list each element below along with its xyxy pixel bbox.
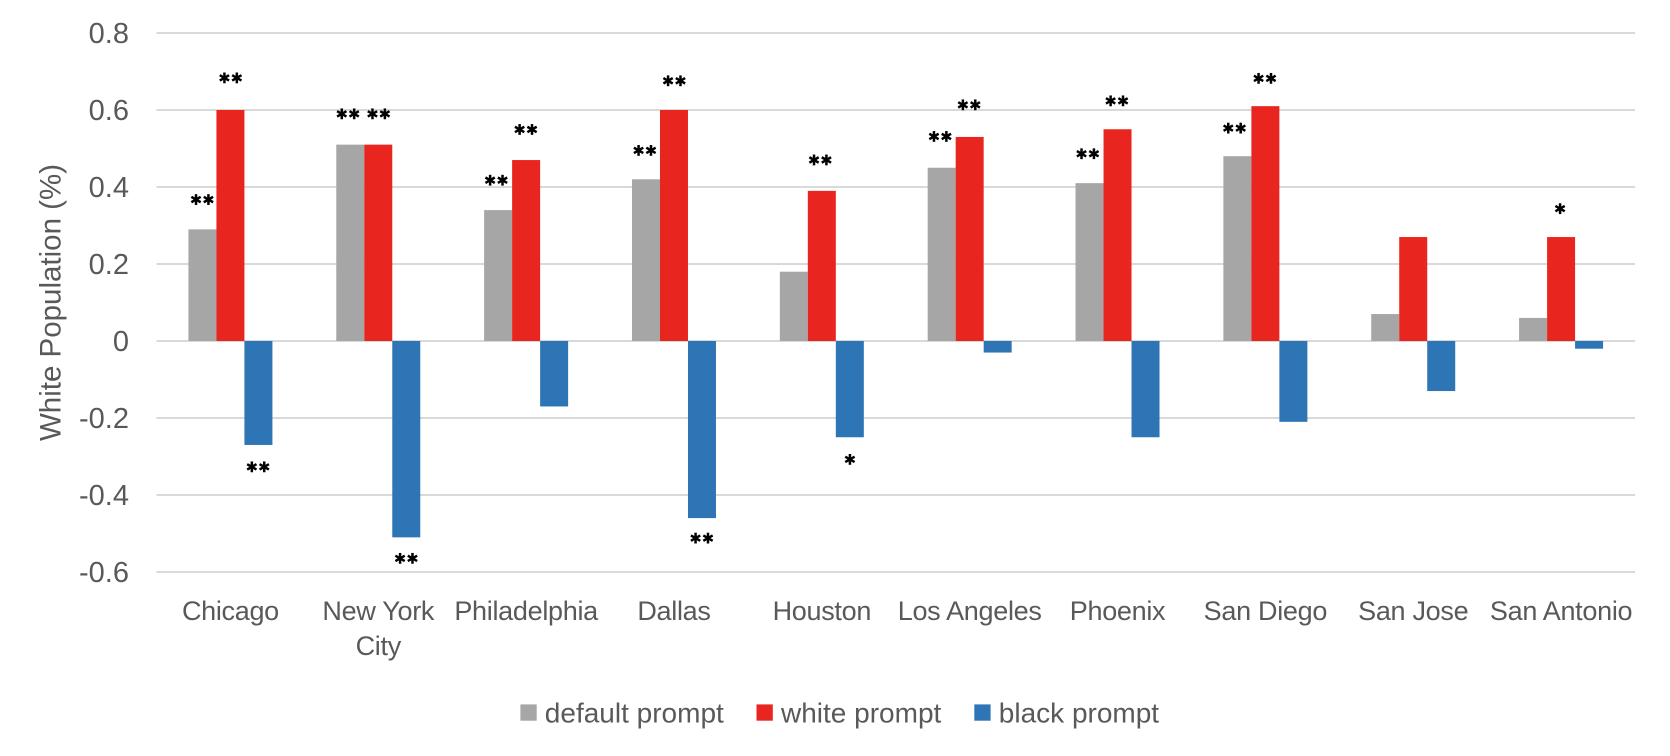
svg-text:Phoenix: Phoenix bbox=[1070, 596, 1166, 626]
svg-text:0.2: 0.2 bbox=[89, 249, 129, 281]
svg-text:White Population (%): White Population (%) bbox=[35, 164, 68, 441]
svg-text:Houston: Houston bbox=[773, 596, 871, 626]
svg-text:-0.6: -0.6 bbox=[79, 557, 129, 589]
svg-text:default prompt: default prompt bbox=[545, 698, 724, 729]
svg-text:white prompt: white prompt bbox=[780, 698, 942, 729]
svg-text:San Antonio: San Antonio bbox=[1490, 596, 1632, 626]
svg-text:-0.2: -0.2 bbox=[79, 403, 129, 435]
svg-text:0.8: 0.8 bbox=[89, 18, 129, 50]
svg-text:Los Angeles: Los Angeles bbox=[898, 596, 1042, 626]
svg-text:San Diego: San Diego bbox=[1204, 596, 1327, 626]
svg-text:San Jose: San Jose bbox=[1358, 596, 1468, 626]
svg-text:-0.4: -0.4 bbox=[79, 480, 129, 512]
svg-text:0.6: 0.6 bbox=[89, 95, 129, 127]
svg-text:Dallas: Dallas bbox=[637, 596, 710, 626]
svg-text:0.4: 0.4 bbox=[89, 172, 129, 204]
svg-text:black prompt: black prompt bbox=[999, 698, 1160, 729]
svg-text:City: City bbox=[356, 631, 402, 661]
svg-text:0: 0 bbox=[113, 326, 129, 358]
svg-text:Chicago: Chicago bbox=[182, 596, 279, 626]
svg-text:New York: New York bbox=[322, 596, 434, 626]
svg-text:Philadelphia: Philadelphia bbox=[454, 596, 599, 626]
